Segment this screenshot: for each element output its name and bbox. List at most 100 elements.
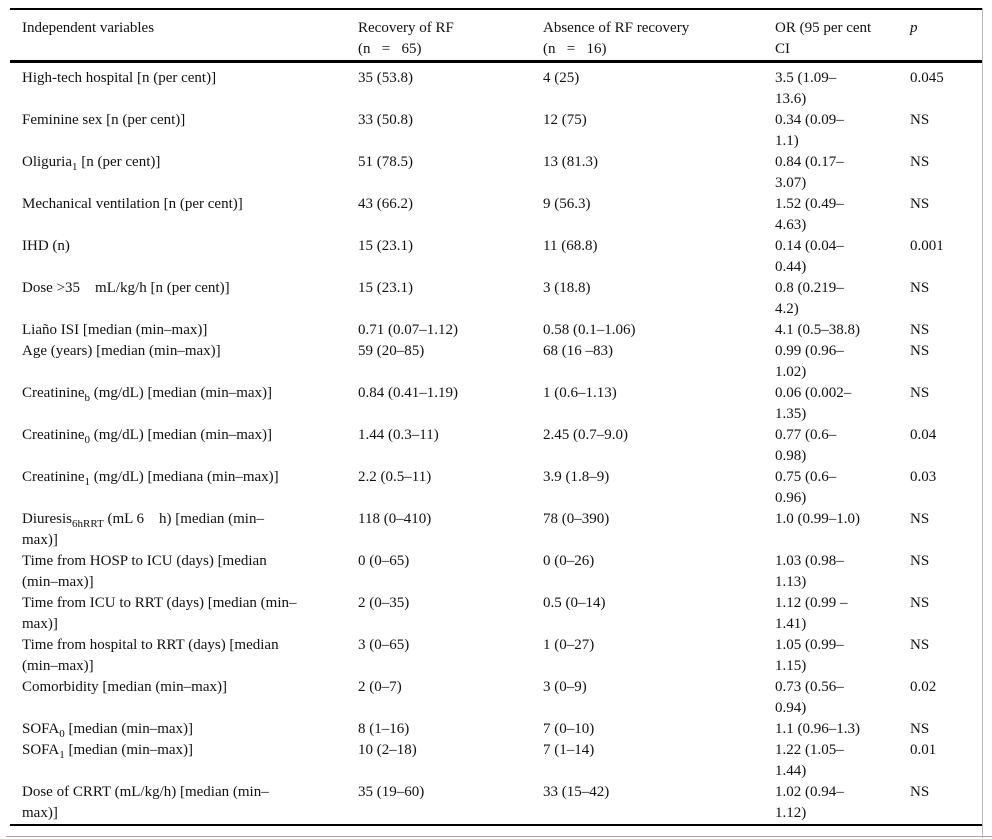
row-label: Feminine sex [n (per cent)]	[22, 112, 186, 128]
or-value: 0.77 (0.6– 0.98)	[775, 427, 837, 464]
absence-value: 3 (0–9)	[543, 679, 587, 695]
p-value: 0.045	[910, 70, 944, 86]
recovery-value: 10 (2–18)	[358, 742, 417, 758]
table-row: Creatinineb (mg/dL) [median (min–max)] 0…	[10, 383, 982, 425]
absence-value: 7 (1–14)	[543, 742, 595, 758]
p-value: NS	[910, 343, 930, 359]
row-label: Mechanical ventilation [n (per cent)]	[22, 196, 243, 212]
table-row: IHD (n) 15 (23.1) 11 (68.8) 0.14 (0.04– 0…	[10, 236, 982, 278]
or-value: 1.12 (0.99 –1.41)	[775, 595, 848, 632]
or-value: 0.75 (0.6– 0.96)	[775, 469, 837, 506]
table-row: Liaño ISI [median (min–max)] 0.71 (0.07–…	[10, 320, 982, 341]
table-body: High-tech hospital [n (per cent)] 35 (53…	[10, 62, 982, 826]
figure-right-edge-line	[982, 8, 983, 838]
results-table: Independent variables Recovery of RF (n =…	[10, 8, 982, 826]
p-value: NS	[910, 511, 930, 527]
table-row: SOFA1 [median (min–max)] 10 (2–18) 7 (1–…	[10, 740, 982, 782]
p-value: NS	[910, 595, 930, 611]
absence-value: 68 (16 –83)	[543, 343, 613, 359]
absence-value: 0.58 (0.1–1.06)	[543, 322, 636, 338]
recovery-value: 118 (0–410)	[358, 511, 432, 527]
row-label: Dose >35 mL/kg/h [n (per cent)]	[22, 280, 230, 296]
recovery-value: 2 (0–7)	[358, 679, 402, 695]
p-value: NS	[910, 721, 930, 737]
or-value: 1.03 (0.98– 1.13)	[775, 553, 844, 590]
recovery-value: 2 (0–35)	[358, 595, 410, 611]
table-row: Creatinine0 (mg/dL) [median (min–max)] 1…	[10, 425, 982, 467]
recovery-value: 35 (53.8)	[358, 70, 413, 86]
recovery-value: 15 (23.1)	[358, 280, 413, 296]
absence-value: 3.9 (1.8–9)	[543, 469, 610, 485]
absence-value: 78 (0–390)	[543, 511, 610, 527]
p-value: NS	[910, 154, 930, 170]
p-value: NS	[910, 112, 930, 128]
row-label: Time from ICU to RRT (days) [median (min…	[22, 595, 297, 632]
absence-value: 33 (15–42)	[543, 784, 610, 800]
or-value: 0.14 (0.04– 0.44)	[775, 238, 844, 275]
p-value: 0.02	[910, 679, 937, 695]
recovery-value: 15 (23.1)	[358, 238, 413, 254]
row-label: Creatinineb (mg/dL) [median (min–max)]	[22, 385, 273, 404]
table-row: High-tech hospital [n (per cent)] 35 (53…	[10, 62, 982, 111]
absence-value: 1 (0.6–1.13)	[543, 385, 617, 401]
header-row: Independent variables Recovery of RF (n =…	[10, 9, 982, 63]
column-header-recovery-of-rf: Recovery of RF (n = 65)	[358, 9, 543, 63]
absence-value: 7 (0–10)	[543, 721, 595, 737]
p-value: NS	[910, 553, 930, 569]
table-row: SOFA0 [median (min–max)] 8 (1–16) 7 (0–1…	[10, 719, 982, 740]
p-value: NS	[910, 784, 930, 800]
or-value: 4.1 (0.5–38.8)	[775, 322, 860, 338]
recovery-value: 33 (50.8)	[358, 112, 413, 128]
p-value: NS	[910, 637, 930, 653]
table-row: Oliguria1 [n (per cent)] 51 (78.5) 13 (8…	[10, 152, 982, 194]
figure-bottom-edge-line	[6, 836, 992, 837]
table-header: Independent variables Recovery of RF (n =…	[10, 9, 982, 63]
table-row: Dose >35 mL/kg/h [n (per cent)] 15 (23.1…	[10, 278, 982, 320]
row-label: High-tech hospital [n (per cent)]	[22, 70, 217, 86]
recovery-value: 1.44 (0.3–11)	[358, 427, 439, 443]
p-value: NS	[910, 385, 930, 401]
absence-value: 2.45 (0.7–9.0)	[543, 427, 628, 443]
absence-value: 12 (75)	[543, 112, 587, 128]
column-header-or-ci: OR (95 per cent CI	[775, 9, 910, 63]
or-value: 0.84 (0.17– 3.07)	[775, 154, 844, 191]
table-row: Feminine sex [n (per cent)] 33 (50.8) 12…	[10, 110, 982, 152]
or-value: 0.34 (0.09– 1.1)	[775, 112, 844, 149]
absence-value: 9 (56.3)	[543, 196, 591, 212]
row-label: Creatinine1 (mg/dL) [mediana (min–max)]	[22, 469, 279, 488]
absence-value: 0.5 (0–14)	[543, 595, 606, 611]
table-row: Mechanical ventilation [n (per cent)] 43…	[10, 194, 982, 236]
column-header-independent-variables: Independent variables	[10, 9, 358, 63]
recovery-value: 0 (0–65)	[358, 553, 410, 569]
recovery-value: 59 (20–85)	[358, 343, 425, 359]
row-label: IHD (n)	[22, 238, 70, 254]
recovery-value: 43 (66.2)	[358, 196, 413, 212]
row-label: Liaño ISI [median (min–max)]	[22, 322, 208, 338]
recovery-value: 51 (78.5)	[358, 154, 413, 170]
recovery-value: 0.71 (0.07–1.12)	[358, 322, 458, 338]
absence-value: 4 (25)	[543, 70, 580, 86]
row-label: Creatinine0 (mg/dL) [median (min–max)]	[22, 427, 273, 446]
or-value: 0.73 (0.56– 0.94)	[775, 679, 844, 716]
row-label: Time from HOSP to ICU (days) [median (min…	[22, 553, 267, 590]
or-value: 1.05 (0.99– 1.15)	[775, 637, 844, 674]
absence-value: 3 (18.8)	[543, 280, 591, 296]
p-value: 0.03	[910, 469, 937, 485]
p-value: 0.001	[910, 238, 944, 254]
table-row: Creatinine1 (mg/dL) [mediana (min–max)] …	[10, 467, 982, 509]
recovery-value: 2.2 (0.5–11)	[358, 469, 432, 485]
row-label: Oliguria1 [n (per cent)]	[22, 154, 161, 173]
recovery-value: 8 (1–16)	[358, 721, 410, 737]
row-label: Time from hospital to RRT (days) [median…	[22, 637, 279, 674]
or-value: 1.02 (0.94– 1.12)	[775, 784, 844, 821]
recovery-value: 3 (0–65)	[358, 637, 410, 653]
or-value: 3.5 (1.09– 13.6)	[775, 70, 837, 107]
row-label: SOFA0 [median (min–max)]	[22, 721, 194, 740]
table-row: Age (years) [median (min–max)] 59 (20–85…	[10, 341, 982, 383]
row-label: Age (years) [median (min–max)]	[22, 343, 221, 359]
table-row: Comorbidity [median (min–max)] 2 (0–7) 3…	[10, 677, 982, 719]
row-label: Comorbidity [median (min–max)]	[22, 679, 227, 695]
or-value: 1.1 (0.96–1.3)	[775, 721, 860, 737]
table-row: Diuresis6hRRT (mL 6 h) [median (min– max)…	[10, 509, 982, 551]
